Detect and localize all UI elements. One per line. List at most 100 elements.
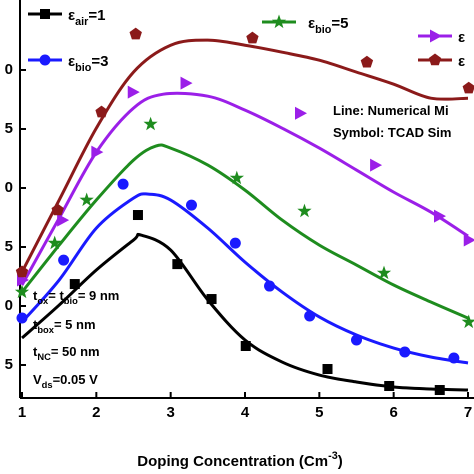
x-axis-label-part: ) [338,453,343,470]
annotation-part: ox [37,296,49,306]
x-tick-label: 2 [92,404,100,421]
marker-pentagon [15,265,29,278]
x-tick-label: 3 [166,404,174,421]
marker-square [206,294,217,305]
marker-star [271,14,287,29]
legend-label: εbio=3 [68,53,108,74]
annotation-part: box [37,325,54,335]
series-line [20,192,469,365]
legend-label-part: bio [75,62,92,74]
annotation-part: bio [64,296,78,306]
marker-star [143,116,158,131]
annotation-part: NC [37,352,51,362]
annotation-part: = 50 nm [51,344,100,359]
legend-label-part: =5 [331,15,348,32]
legend-label-part: ε [68,53,75,70]
marker-triangle [127,85,140,99]
legend-label: εair=1 [68,7,105,28]
y-tick-label: 5 [5,356,13,373]
legend-label-part: ε [458,53,465,70]
marker-circle [351,334,362,346]
annotation-part: t [33,344,38,359]
x-tick-label: 7 [464,404,472,421]
annotation-part: ds [42,380,53,390]
marker-triangle [180,76,193,90]
marker-circle [58,254,70,266]
marker-pentagon [246,31,259,44]
marker-pentagon [95,105,108,118]
x-tick-label: 4 [241,404,250,421]
marker-star [297,203,312,218]
legend-label-part: =1 [88,7,105,24]
marker-triangle [434,209,447,223]
marker-star [79,192,94,207]
marker-star [229,170,244,185]
marker-pentagon [129,27,142,40]
legend-label-part: air [75,16,89,28]
marker-square [69,279,80,290]
legend-label-part: =3 [91,53,108,70]
annotation: tNC= 50 nm [33,344,100,362]
annotation-part: Line: Numerical Mi [333,103,449,118]
annotation-part: =0.05 V [53,372,99,387]
annotation-part: = 5 nm [54,317,96,332]
y-tick-label: 0 [5,179,13,196]
marker-triangle [463,233,474,247]
marker-triangle [91,145,104,159]
annotation-part: t [33,288,38,303]
annotation: Symbol: TCAD Sim [333,125,451,140]
marker-square [384,381,395,392]
annotation: Line: Numerical Mi [333,103,449,118]
marker-triangle [370,158,383,172]
marker-square [240,341,251,352]
marker-star [14,284,30,299]
annotation-part: t [33,317,38,332]
x-axis-label: Doping Concentration (Cm-3) [137,450,342,470]
marker-circle [399,346,411,358]
marker-star [47,235,62,250]
marker-star [376,265,392,280]
legend-label-part: ε [68,7,75,24]
x-tick-label: 6 [389,404,397,421]
marker-circle [264,280,276,292]
marker-square [434,385,445,396]
series-line [20,143,469,320]
legend-label: ε [458,29,465,46]
marker-square [172,259,183,270]
marker-square [40,9,50,19]
annotation-part: = 9 nm [78,288,120,303]
annotation-part: Symbol: TCAD Sim [333,125,451,140]
marker-circle [16,312,28,324]
annotation: tox= tbio= 9 nm [33,288,119,306]
marker-pentagon [428,53,442,66]
marker-star [461,314,474,329]
marker-triangle [430,29,442,43]
x-tick-label: 5 [315,404,323,421]
y-tick-label: 5 [5,238,13,255]
marker-circle [448,352,460,364]
y-tick-label: 5 [5,120,13,137]
marker-circle [229,237,241,249]
marker-pentagon [462,81,474,94]
x-axis-label-part: Doping Concentration (Cm [137,453,328,470]
legend-label: ε [458,53,465,70]
legend-label-part: ε [458,29,465,46]
annotation: Vds=0.05 V [33,372,98,390]
legend-label: εbio=5 [308,15,348,36]
marker-circle [185,199,197,211]
legend-label-part: bio [315,24,332,36]
marker-pentagon [51,203,64,216]
series-line [21,232,469,392]
marker-square [322,364,333,375]
annotation-part: = t [48,288,64,303]
marker-circle [304,310,316,322]
marker-pentagon [360,55,374,68]
x-tick-label: 1 [18,404,26,421]
y-tick-label: 0 [5,61,13,78]
annotation: tbox= 5 nm [33,317,96,335]
marker-circle [117,178,129,190]
series-line [20,38,469,273]
marker-triangle [295,106,308,120]
marker-square [132,210,143,221]
